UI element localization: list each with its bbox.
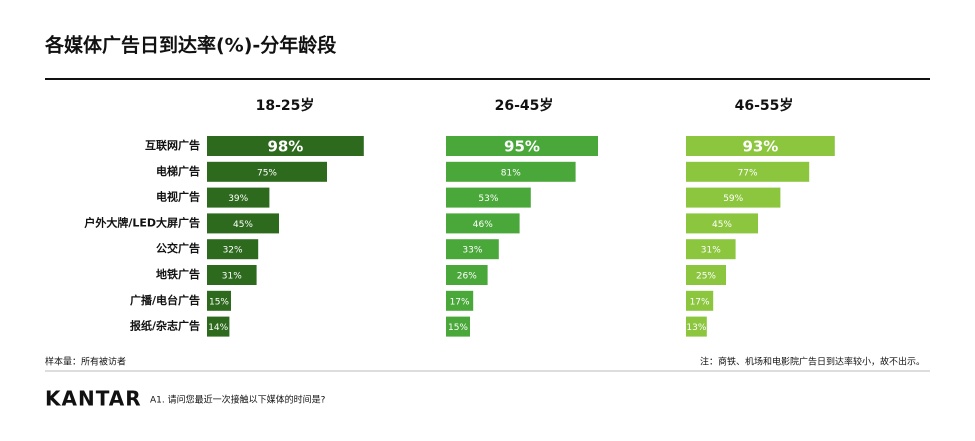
bar	[207, 187, 270, 208]
category-label: 广播/电台广告	[130, 293, 200, 307]
category-label: 互联网广告	[145, 138, 200, 152]
category-label: 报纸/杂志广告	[130, 319, 200, 333]
bar	[207, 290, 231, 311]
value-label: 32%	[223, 246, 243, 256]
category-label: 公交广告	[156, 241, 200, 255]
bar	[446, 239, 499, 260]
value-label: 31%	[222, 272, 242, 282]
bar	[686, 187, 781, 208]
bar	[446, 213, 520, 234]
category-label: 地铁广告	[156, 267, 200, 281]
bar	[207, 136, 364, 156]
value-label: 46%	[473, 220, 493, 230]
footnote: 注：商铁、机场和电影院广告日到达率较小，故不出示。	[700, 356, 925, 368]
bar	[446, 136, 598, 156]
bar	[686, 290, 714, 311]
value-label: 17%	[450, 297, 470, 307]
logo: KANTAR	[45, 387, 142, 411]
value-label: 33%	[462, 246, 482, 256]
value-label: 98%	[267, 138, 303, 156]
bar	[686, 265, 726, 285]
bar	[446, 265, 488, 285]
value-label: 77%	[738, 168, 758, 178]
value-label: 59%	[723, 194, 743, 204]
value-label: 95%	[504, 138, 540, 156]
bar	[686, 316, 707, 337]
category-label: 户外大牌/LED大屏广告	[84, 215, 200, 229]
bar	[686, 239, 736, 260]
value-label: 45%	[233, 220, 253, 230]
value-label: 17%	[690, 297, 710, 307]
bar	[207, 239, 259, 260]
bar	[686, 161, 810, 182]
bar	[207, 161, 327, 182]
value-label: 26%	[457, 272, 477, 282]
value-label: 45%	[712, 220, 732, 230]
value-label: 31%	[701, 246, 721, 256]
value-label: 25%	[696, 272, 716, 282]
panel-title: 26-45岁	[495, 97, 554, 114]
value-label: 53%	[478, 194, 498, 204]
panel-title: 46-55岁	[735, 97, 794, 114]
question: A1. 请问您最近一次接触以下媒体的时间是?	[150, 394, 326, 406]
bar	[446, 290, 474, 311]
value-label: 39%	[228, 194, 248, 204]
panel-title: 18-25岁	[256, 97, 315, 114]
bar	[207, 316, 230, 337]
bar	[686, 136, 835, 156]
sample-note: 样本量：所有被访者	[45, 356, 126, 368]
bar	[686, 213, 758, 234]
value-label: 93%	[742, 138, 778, 156]
value-label: 75%	[257, 168, 277, 178]
bar	[446, 316, 470, 337]
bar	[446, 161, 576, 182]
value-label: 15%	[448, 323, 468, 333]
value-label: 13%	[686, 323, 706, 333]
bar	[446, 187, 531, 208]
value-label: 15%	[209, 297, 229, 307]
value-label: 81%	[501, 168, 521, 178]
bar	[207, 213, 279, 234]
value-label: 14%	[208, 323, 228, 333]
bar	[207, 265, 257, 285]
chart-title: 各媒体广告日到达率(%)-分年龄段	[44, 34, 337, 57]
category-label: 电视广告	[156, 190, 200, 204]
category-label: 电梯广告	[156, 164, 200, 178]
